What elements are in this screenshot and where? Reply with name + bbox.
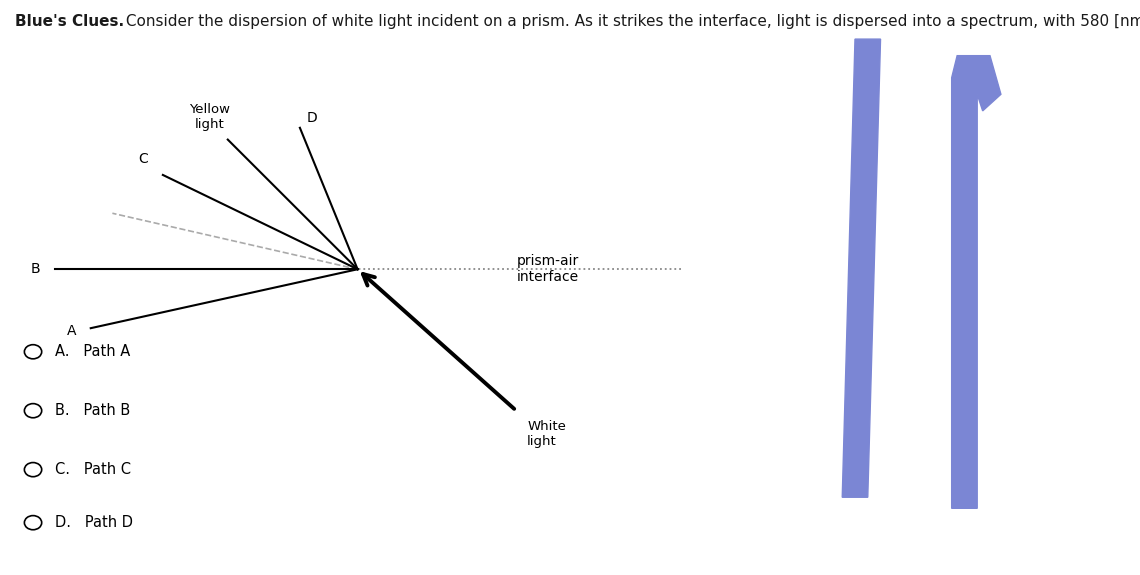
Text: C: C — [139, 152, 148, 166]
Text: Consider the dispersion of white light incident on a prism. As it strikes the in: Consider the dispersion of white light i… — [121, 14, 1140, 29]
Text: D.   Path D: D. Path D — [55, 515, 132, 530]
Text: A: A — [67, 324, 76, 338]
Text: Blue's Clues.: Blue's Clues. — [15, 14, 124, 29]
Polygon shape — [842, 39, 880, 497]
Text: White
light: White light — [527, 420, 565, 447]
Text: B.   Path B: B. Path B — [55, 403, 130, 418]
Text: Yellow
light: Yellow light — [189, 103, 230, 131]
Text: A.   Path A: A. Path A — [55, 344, 130, 359]
Text: B: B — [31, 262, 40, 276]
Polygon shape — [952, 56, 1001, 508]
Text: C.   Path C: C. Path C — [55, 462, 131, 477]
Text: prism-air
interface: prism-air interface — [516, 254, 578, 285]
Text: D: D — [307, 111, 318, 125]
